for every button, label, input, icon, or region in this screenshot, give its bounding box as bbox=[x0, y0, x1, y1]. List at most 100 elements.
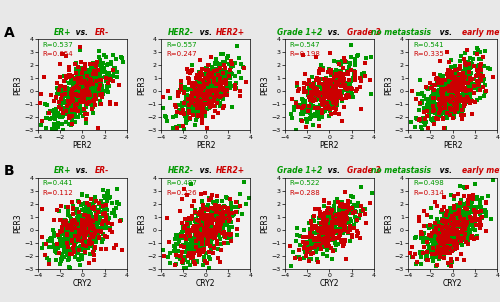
Point bbox=[119, 60, 127, 65]
Point bbox=[466, 228, 473, 233]
Point bbox=[338, 72, 345, 77]
Point bbox=[415, 218, 423, 223]
Point bbox=[97, 246, 105, 251]
Point bbox=[468, 233, 476, 238]
Point bbox=[194, 230, 202, 235]
Point bbox=[86, 83, 94, 88]
Point bbox=[366, 78, 374, 83]
Point bbox=[453, 246, 461, 251]
Point bbox=[343, 216, 351, 221]
Point bbox=[215, 210, 223, 215]
Point bbox=[188, 104, 196, 109]
Point bbox=[88, 237, 96, 242]
Point bbox=[466, 230, 474, 235]
Point bbox=[341, 60, 349, 65]
Point bbox=[318, 98, 326, 102]
Point bbox=[212, 75, 220, 80]
Point bbox=[94, 236, 102, 240]
Point bbox=[444, 220, 452, 225]
Point bbox=[208, 85, 216, 89]
Point bbox=[214, 227, 222, 232]
Point bbox=[82, 201, 90, 205]
Point bbox=[196, 252, 204, 257]
Point bbox=[474, 87, 482, 92]
Point bbox=[50, 231, 58, 236]
Point bbox=[442, 86, 450, 91]
Point bbox=[102, 212, 110, 217]
Point bbox=[340, 226, 348, 231]
Point bbox=[93, 82, 101, 87]
Point bbox=[231, 87, 239, 92]
Point bbox=[332, 84, 340, 89]
Point bbox=[446, 225, 454, 230]
Point bbox=[55, 251, 63, 255]
Point bbox=[466, 217, 474, 222]
Point bbox=[220, 210, 228, 215]
Point bbox=[52, 250, 60, 255]
Point bbox=[444, 106, 452, 111]
Point bbox=[435, 102, 443, 107]
Point bbox=[352, 209, 360, 214]
Point bbox=[60, 238, 68, 243]
Point bbox=[316, 90, 324, 95]
Point bbox=[318, 110, 326, 115]
Point bbox=[204, 73, 212, 78]
Point bbox=[458, 219, 466, 224]
Point bbox=[440, 220, 448, 224]
Point bbox=[58, 101, 66, 106]
Text: HER2+: HER2+ bbox=[216, 166, 245, 175]
Point bbox=[56, 237, 64, 242]
Point bbox=[471, 51, 479, 56]
Point bbox=[74, 73, 82, 78]
Point bbox=[80, 229, 88, 233]
Point bbox=[200, 247, 207, 252]
Point bbox=[85, 76, 93, 81]
Point bbox=[444, 86, 452, 91]
Point bbox=[78, 229, 86, 234]
Point bbox=[213, 214, 221, 218]
Point bbox=[65, 231, 73, 236]
Point bbox=[227, 207, 235, 212]
Point bbox=[208, 220, 216, 225]
Point bbox=[66, 252, 74, 257]
Point bbox=[202, 86, 209, 91]
Point bbox=[450, 98, 458, 102]
Point bbox=[98, 92, 106, 97]
Point bbox=[332, 241, 340, 246]
Point bbox=[76, 105, 84, 110]
Point bbox=[335, 80, 343, 85]
Point bbox=[204, 88, 212, 93]
Point bbox=[326, 108, 334, 113]
Point bbox=[86, 92, 94, 97]
Point bbox=[416, 77, 424, 82]
Point bbox=[315, 124, 323, 129]
Point bbox=[220, 67, 228, 72]
Point bbox=[479, 210, 487, 214]
Point bbox=[307, 252, 315, 256]
Point bbox=[214, 204, 222, 209]
Point bbox=[200, 89, 207, 94]
Point bbox=[188, 89, 196, 94]
Point bbox=[82, 96, 90, 101]
Point bbox=[436, 231, 444, 236]
Point bbox=[82, 73, 90, 78]
Point bbox=[216, 225, 224, 230]
Point bbox=[325, 214, 333, 219]
Point bbox=[464, 89, 472, 94]
Point bbox=[458, 224, 466, 229]
Point bbox=[67, 98, 75, 103]
Point bbox=[305, 78, 313, 83]
Point bbox=[81, 89, 89, 94]
Point bbox=[436, 237, 444, 242]
Point bbox=[442, 95, 450, 99]
Point bbox=[182, 112, 190, 117]
Point bbox=[171, 102, 179, 107]
Point bbox=[329, 84, 337, 88]
Point bbox=[44, 110, 52, 115]
Point bbox=[182, 88, 190, 93]
Point bbox=[196, 97, 204, 102]
Point bbox=[332, 72, 340, 77]
Point bbox=[454, 106, 462, 111]
Point bbox=[460, 89, 468, 94]
Point bbox=[446, 93, 454, 98]
